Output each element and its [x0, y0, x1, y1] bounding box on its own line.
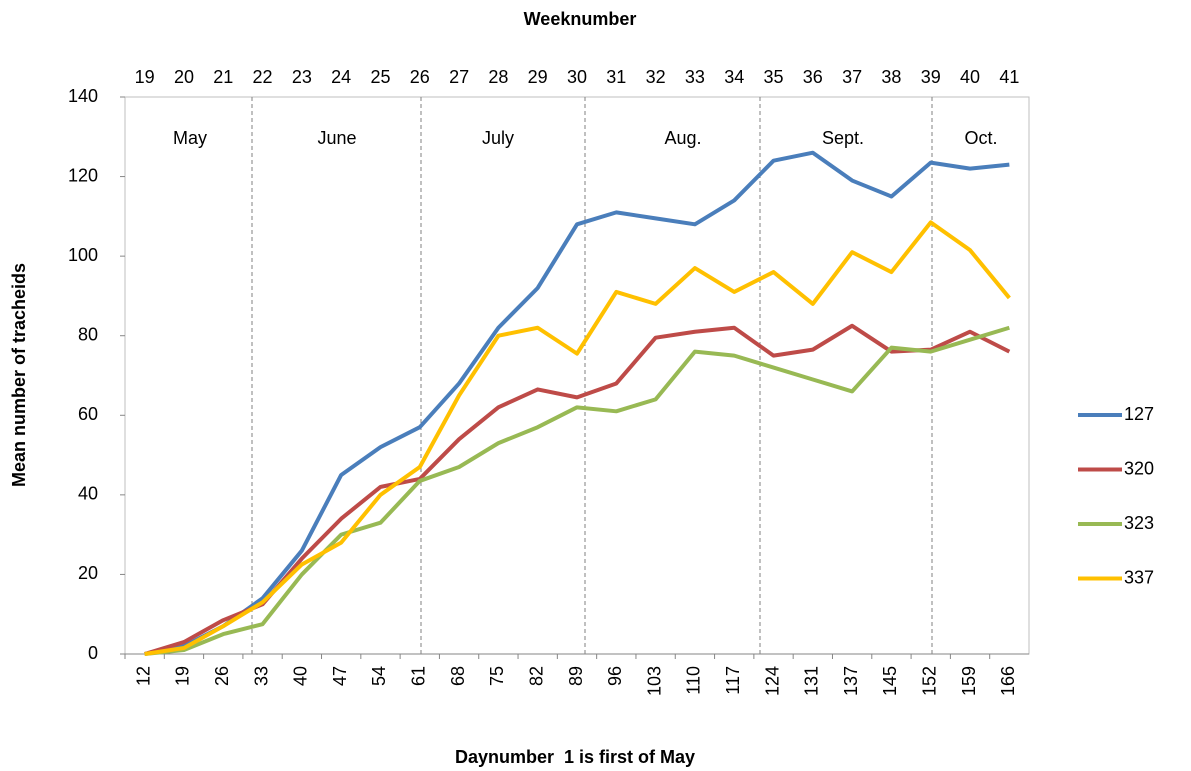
- month-label: May: [173, 128, 207, 148]
- top-tick-label: 29: [528, 67, 548, 87]
- x-tick-label: 96: [605, 666, 625, 686]
- x-tick-label: 47: [330, 666, 350, 686]
- y-tick-label: 140: [68, 86, 98, 106]
- x-tick-label: 33: [251, 666, 271, 686]
- x-tick-label: 166: [998, 666, 1018, 696]
- x-tick-label: 82: [526, 666, 546, 686]
- series-line: [144, 325, 1010, 656]
- top-tick-label: 25: [370, 67, 390, 87]
- top-tick-label: 41: [999, 67, 1019, 87]
- series-line: [144, 150, 1010, 656]
- y-tick-label: 20: [78, 563, 98, 583]
- month-label: July: [482, 128, 514, 148]
- series-line: [144, 323, 1011, 656]
- month-label: Oct.: [964, 128, 997, 148]
- y-tick-label: 40: [78, 484, 98, 504]
- x-tick-label: 110: [684, 666, 704, 695]
- chart-title: Weeknumber: [524, 9, 637, 29]
- top-tick-label: 30: [567, 67, 587, 87]
- top-tick-label: 40: [960, 67, 980, 87]
- x-tick-label: 61: [409, 666, 429, 686]
- x-tick-label: 152: [919, 666, 939, 696]
- legend-label: 320: [1124, 458, 1154, 478]
- x-tick-label: 124: [762, 666, 782, 696]
- y-tick-label: 120: [68, 165, 98, 185]
- x-tick-label: 26: [212, 666, 232, 686]
- top-tick-label: 19: [135, 67, 155, 87]
- top-tick-label: 27: [449, 67, 469, 87]
- top-tick-label: 24: [331, 67, 351, 87]
- x-tick-label: 145: [880, 666, 900, 696]
- x-tick-label: 12: [133, 666, 153, 686]
- top-tick-label: 38: [881, 67, 901, 87]
- top-tick-label: 39: [921, 67, 941, 87]
- x-tick-label: 137: [841, 666, 861, 696]
- month-label: Sept.: [822, 128, 864, 148]
- legend-label: 127: [1124, 404, 1154, 424]
- y-tick-label: 100: [68, 245, 98, 265]
- month-label: June: [317, 128, 356, 148]
- top-tick-label: 26: [410, 67, 430, 87]
- series-line: [144, 220, 1011, 656]
- top-tick-label: 22: [253, 67, 273, 87]
- x-tick-label: 75: [487, 666, 507, 686]
- month-label: Aug.: [664, 128, 701, 148]
- x-tick-label: 40: [291, 666, 311, 686]
- top-tick-label: 23: [292, 67, 312, 87]
- x-tick-label: 54: [369, 666, 389, 686]
- top-tick-label: 21: [213, 67, 233, 87]
- y-tick-label: 80: [78, 324, 98, 344]
- x-tick-label: 131: [802, 666, 822, 696]
- top-tick-label: 20: [174, 67, 194, 87]
- top-tick-label: 36: [803, 67, 823, 87]
- legend-label: 337: [1124, 567, 1154, 587]
- top-tick-label: 33: [685, 67, 705, 87]
- month-dividers: [251, 97, 933, 654]
- y-axis-title: Mean number of tracheids: [9, 263, 29, 487]
- x-axis-title: Daynumber 1 is first of May: [455, 747, 695, 767]
- top-tick-label: 31: [606, 67, 626, 87]
- top-tick-label: 28: [488, 67, 508, 87]
- x-tick-label: 159: [959, 666, 979, 696]
- plot-area: [124, 96, 1030, 655]
- x-tick-label: 103: [644, 666, 664, 696]
- top-tick-label: 35: [764, 67, 784, 87]
- legend-label: 323: [1124, 513, 1154, 533]
- y-tick-label: 60: [78, 404, 98, 424]
- top-tick-label: 34: [724, 67, 744, 87]
- y-tick-label: 0: [88, 643, 98, 663]
- x-tick-label: 19: [173, 666, 193, 686]
- top-tick-label: 37: [842, 67, 862, 87]
- x-tick-label: 68: [448, 666, 468, 686]
- top-tick-label: 32: [646, 67, 666, 87]
- x-tick-label: 89: [566, 666, 586, 686]
- x-tick-label: 117: [723, 666, 743, 695]
